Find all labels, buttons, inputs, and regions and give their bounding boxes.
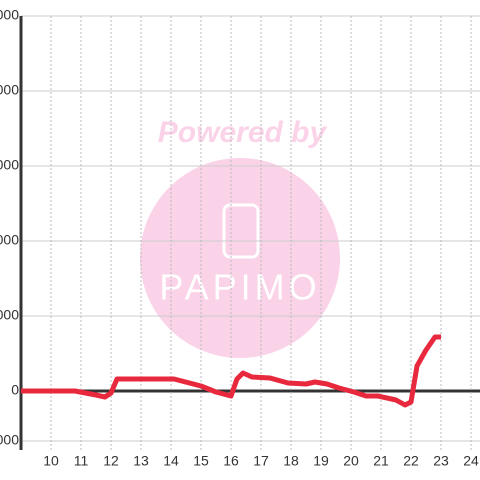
x-tick-label: 13 <box>133 453 149 469</box>
x-tick-label: 17 <box>253 453 269 469</box>
watermark-icon <box>222 203 260 259</box>
x-tick-label: 24 <box>463 453 479 469</box>
watermark-top: Powered by <box>158 116 328 149</box>
x-tick-label: 12 <box>103 453 119 469</box>
x-tick-label: 14 <box>163 453 179 469</box>
x-tick-label: 11 <box>74 453 89 469</box>
x-tick-label: 20 <box>343 453 359 469</box>
x-tick-label: 22 <box>403 453 419 469</box>
x-tick-label: 15 <box>193 453 209 469</box>
y-tick-label: 0 <box>11 382 19 398</box>
x-tick-label: 16 <box>223 453 239 469</box>
x-tick-label: 10 <box>43 453 59 469</box>
x-tick-label: 21 <box>373 453 389 469</box>
series-line <box>21 334 441 408</box>
watermark: Powered by PAPIMO <box>140 116 340 358</box>
watermark-bottom: PAPIMO <box>159 267 320 308</box>
y-tick-label: 150,000 <box>0 7 19 23</box>
y-tick-label: 60,000 <box>0 232 19 248</box>
x-tick-label: 23 <box>433 453 449 469</box>
y-tick-label: 120,000 <box>0 82 19 98</box>
x-tick-label: 18 <box>283 453 299 469</box>
x-tick-label: 19 <box>313 453 329 469</box>
y-tick-label: 90,000 <box>0 157 19 173</box>
y-tick-label: -20,000 <box>0 432 19 448</box>
y-tick-label: 30,000 <box>0 307 19 323</box>
